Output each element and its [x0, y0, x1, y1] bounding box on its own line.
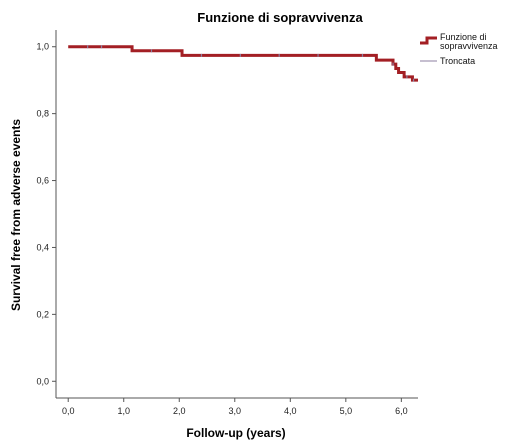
chart-title: Funzione di sopravvivenza: [197, 10, 363, 25]
legend-survival-swatch: [420, 36, 437, 45]
y-axis-label: Survival free from adverse events: [9, 119, 23, 311]
x-ticks: 0,0 1,0 2,0 3,0 4,0 5,0 6,0: [62, 398, 408, 416]
censor-layer: [87, 45, 415, 82]
legend-survival-label-line2: sopravvivenza: [440, 41, 498, 51]
x-tick-label: 1,0: [117, 406, 130, 416]
y-tick-label: 0,8: [36, 109, 49, 119]
plot-area: 0,0 0,2 0,4 0,6 0,8 1,0 0,0 1,0 2,0 3,0 4,0 5,0 6,0: [36, 30, 418, 416]
y-tick-label: 0,4: [36, 242, 49, 252]
legend-survival-label-line1: Funzione di: [440, 32, 487, 42]
y-tick-label: 0,6: [36, 176, 49, 186]
x-tick-label: 4,0: [284, 406, 297, 416]
x-tick-label: 2,0: [173, 406, 186, 416]
y-tick-label: 0,0: [36, 376, 49, 386]
y-ticks: 0,0 0,2 0,4 0,6 0,8 1,0: [36, 42, 56, 386]
y-tick-label: 0,2: [36, 309, 49, 319]
x-tick-label: 5,0: [340, 406, 353, 416]
legend-censored-label: Troncata: [440, 56, 475, 66]
x-tick-label: 0,0: [62, 406, 75, 416]
series-layer: [68, 45, 418, 82]
legend: Funzione di sopravvivenza Troncata: [420, 32, 498, 66]
x-axis-label: Follow-up (years): [186, 426, 285, 440]
survival-step-line: [68, 45, 418, 82]
x-tick-label: 3,0: [229, 406, 242, 416]
y-tick-label: 1,0: [36, 42, 49, 52]
x-tick-label: 6,0: [395, 406, 408, 416]
